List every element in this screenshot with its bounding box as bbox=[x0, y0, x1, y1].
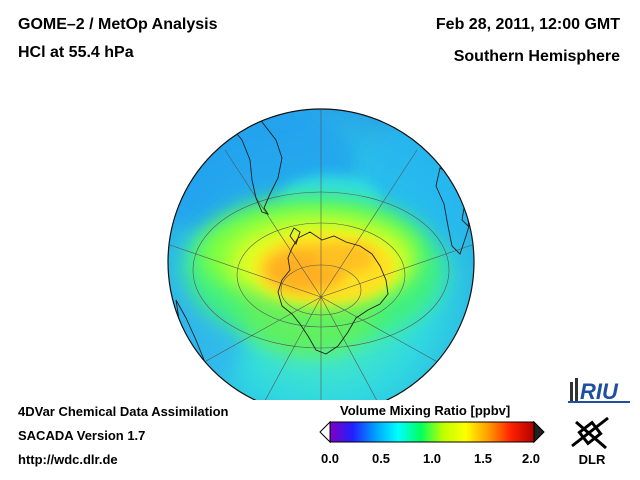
colorbar-gradient bbox=[329, 421, 535, 443]
riu-logo-text: RIU bbox=[580, 379, 619, 404]
datetime-label: Feb 28, 2011, 12:00 GMT bbox=[435, 16, 620, 33]
colorbar-tick-2: 1.0 bbox=[422, 451, 442, 466]
footer-line-1: 4DVar Chemical Data Assimilation bbox=[18, 404, 229, 419]
south-america-coast bbox=[231, 111, 283, 215]
new-zealand-coast bbox=[209, 382, 221, 400]
colorbar-tick-0: 0.0 bbox=[320, 451, 340, 466]
colorbar-over-arrow bbox=[533, 420, 545, 444]
map-title: GOME–2 / MetOp Analysis bbox=[18, 16, 218, 33]
colorbar-title: Volume Mixing Ratio [ppbv] bbox=[340, 403, 511, 418]
antarctic-peninsula bbox=[289, 227, 301, 245]
dlr-logo: DLR bbox=[571, 416, 609, 467]
globe-map bbox=[167, 108, 475, 400]
hemisphere-label: Southern Hemisphere bbox=[453, 48, 620, 65]
hcl-field bbox=[168, 109, 474, 400]
globe-outline bbox=[167, 108, 475, 400]
colorbar bbox=[319, 420, 545, 444]
footer-line-2: SACADA Version 1.7 bbox=[18, 428, 146, 443]
colorbar-under-arrow bbox=[319, 420, 331, 444]
footer-url: http://wdc.dlr.de bbox=[18, 452, 118, 467]
colorbar-tick-3: 1.5 bbox=[473, 451, 493, 466]
graticule bbox=[169, 110, 473, 400]
colorbar-tick-4: 2.0 bbox=[521, 451, 541, 466]
colorbar-tick-1: 0.5 bbox=[371, 451, 391, 466]
map-subtitle: HCl at 55.4 hPa bbox=[18, 44, 134, 61]
dlr-logo-text: DLR bbox=[579, 452, 606, 467]
riu-logo: RIU bbox=[568, 378, 630, 404]
antarctica-coast bbox=[277, 231, 389, 355]
